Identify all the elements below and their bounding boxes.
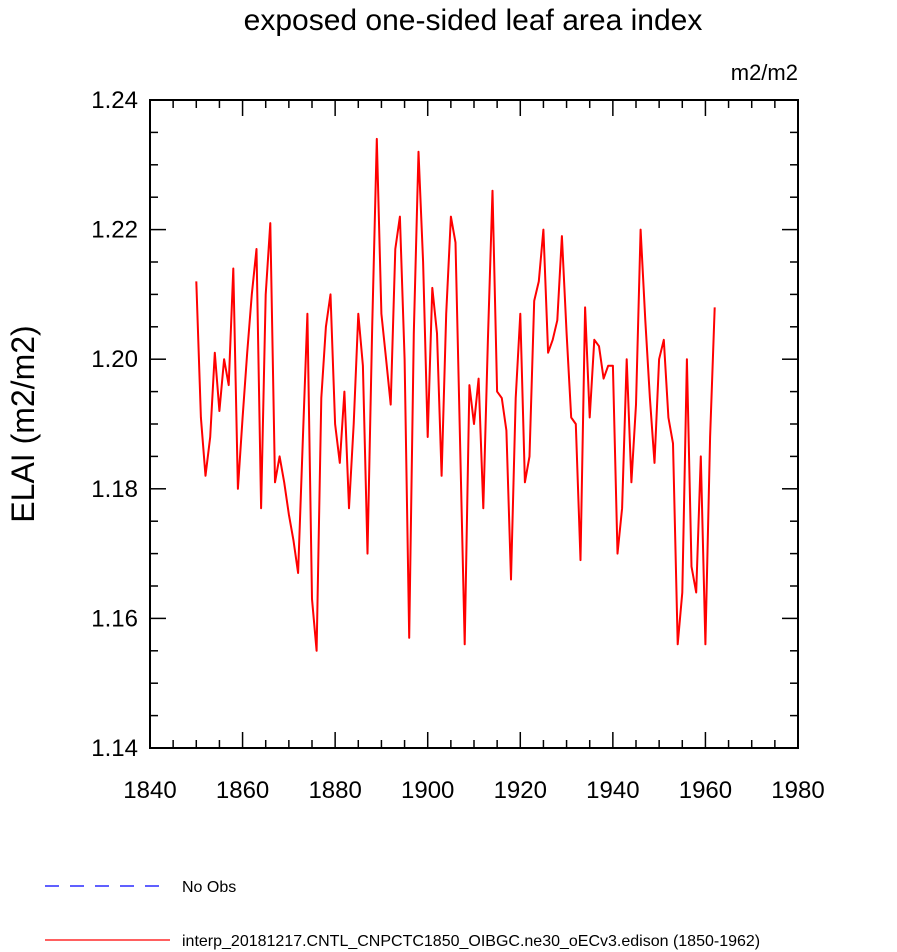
y-tick-label: 1.16 [91,605,138,632]
y-axis-label: ELAI (m2/m2) [5,325,41,522]
x-tick-label: 1920 [494,777,547,804]
legend-no-obs-label: No Obs [182,879,236,896]
y-tick-label: 1.14 [91,735,138,762]
units-label: m2/m2 [731,60,798,85]
legend-model-label: interp_20181217.CNTL_CNPCTC1850_OIBGC.ne… [182,933,760,950]
y-tick-label: 1.18 [91,476,138,503]
x-tick-label: 1880 [308,777,361,804]
chart-title: exposed one-sided leaf area index [244,4,703,37]
x-tick-labels: 1840 1860 1880 1900 1920 1940 1960 1980 [123,777,824,804]
plot-frame [149,99,799,749]
x-tick-label: 1840 [123,777,176,804]
y-tick-label: 1.22 [91,217,138,244]
x-tick-label: 1860 [216,777,269,804]
y-tick-label: 1.20 [91,346,138,373]
series-line-elai [195,137,716,652]
legend: No Obs interp_20181217.CNTL_CNPCTC1850_O… [45,879,760,950]
x-tick-label: 1960 [679,777,732,804]
x-tick-label: 1940 [586,777,639,804]
y-tick-labels: 1.14 1.16 1.18 1.20 1.22 1.24 [91,87,138,762]
x-tick-label: 1900 [401,777,454,804]
series-group [195,137,716,652]
axis-ticks [149,99,799,749]
x-tick-label: 1980 [771,777,824,804]
y-tick-label: 1.24 [91,87,138,114]
